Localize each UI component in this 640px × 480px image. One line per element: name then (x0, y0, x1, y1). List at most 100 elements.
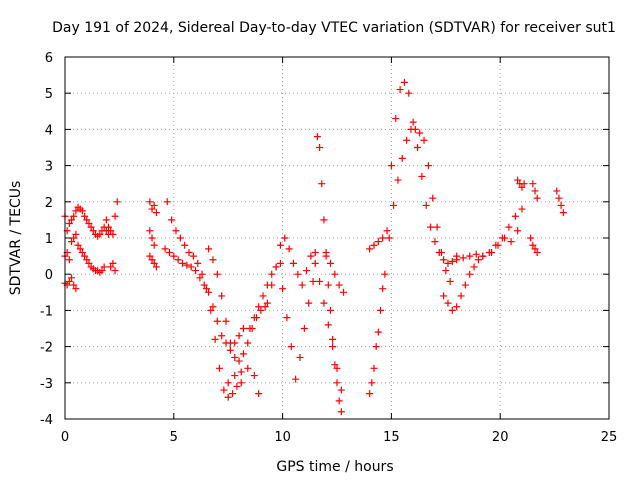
x-tick-label: 20 (492, 430, 509, 445)
data-point (89, 227, 97, 235)
data-point (272, 263, 280, 271)
data-point (255, 390, 263, 398)
data-point (318, 180, 326, 188)
data-point (146, 198, 154, 206)
data-point (285, 245, 293, 253)
data-point (150, 201, 158, 209)
data-point (289, 259, 297, 267)
data-point (259, 292, 267, 300)
data-point (440, 256, 448, 264)
data-point (529, 180, 537, 188)
data-point (431, 238, 439, 246)
data-point (405, 89, 413, 97)
data-point (198, 270, 206, 278)
series-arc-7b (527, 234, 541, 256)
data-point (470, 263, 478, 271)
data-point (427, 223, 435, 231)
data-point (398, 154, 406, 162)
y-tick-label: -2 (40, 341, 53, 356)
data-point (448, 306, 456, 314)
series-arc-6c (487, 227, 522, 256)
data-point (383, 227, 391, 235)
data-point (76, 245, 84, 253)
series-arc-5b (368, 125, 454, 387)
data-point (276, 259, 284, 267)
data-point (68, 238, 76, 246)
data-point (453, 303, 461, 311)
series-arc-2a (146, 198, 160, 217)
data-point (337, 386, 345, 394)
data-point (474, 256, 482, 264)
data-point (331, 361, 339, 369)
data-point (163, 198, 171, 206)
data-point (235, 357, 243, 365)
series-arc-1c (61, 274, 80, 293)
data-point (231, 353, 239, 361)
data-point (466, 270, 474, 278)
data-point (209, 256, 217, 264)
data-point (370, 241, 378, 249)
data-point (215, 364, 223, 372)
data-point (514, 227, 522, 235)
data-point (102, 216, 110, 224)
data-point (392, 115, 400, 123)
data-point (202, 285, 210, 293)
data-point (200, 281, 208, 289)
data-point (107, 263, 115, 271)
data-point (98, 267, 106, 275)
series-arc-2c (146, 252, 160, 271)
data-point (113, 198, 121, 206)
data-point (379, 234, 387, 242)
data-point (326, 306, 334, 314)
data-point (529, 241, 537, 249)
data-point (218, 292, 226, 300)
data-point (72, 230, 80, 238)
data-point (152, 263, 160, 271)
data-point (440, 292, 448, 300)
data-point (72, 285, 80, 293)
data-point (520, 180, 528, 188)
x-tick-label: 5 (170, 430, 178, 445)
data-point (324, 281, 332, 289)
data-point (507, 238, 515, 246)
data-point (85, 259, 93, 267)
data-point (333, 379, 341, 387)
data-point (261, 303, 269, 311)
data-point (420, 136, 428, 144)
data-point (411, 125, 419, 133)
data-point (83, 216, 91, 224)
data-point (433, 223, 441, 231)
data-point (211, 335, 219, 343)
data-point (68, 216, 76, 224)
data-point (333, 364, 341, 372)
data-point (244, 364, 252, 372)
data-point (183, 261, 191, 269)
data-point (518, 205, 526, 213)
data-point (279, 285, 287, 293)
series-arc-5c (366, 234, 387, 253)
data-point (250, 314, 258, 322)
data-point (226, 346, 234, 354)
data-point (414, 144, 422, 151)
series-arc-4c (313, 133, 345, 416)
data-point (65, 277, 73, 285)
data-point (461, 281, 469, 289)
data-point (107, 227, 115, 235)
data-point (257, 306, 265, 314)
series-arc-7a (514, 176, 528, 191)
y-tick-label: 4 (45, 123, 53, 138)
x-axis-label: GPS time / hours (276, 459, 393, 475)
data-point (311, 248, 319, 256)
data-point (239, 350, 247, 358)
data-point (70, 212, 78, 220)
y-tick-label: 0 (45, 268, 53, 283)
data-point (111, 212, 119, 220)
series-arc-3d (224, 364, 263, 398)
data-point (85, 220, 93, 228)
data-point (337, 408, 345, 416)
data-point (72, 207, 80, 215)
data-point (172, 227, 180, 235)
data-point (381, 270, 389, 278)
data-point (150, 241, 158, 249)
